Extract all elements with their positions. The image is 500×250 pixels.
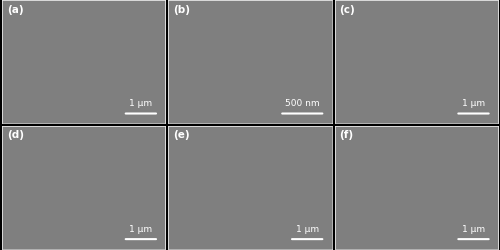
Text: (b): (b) (173, 5, 190, 15)
Text: 1 μm: 1 μm (462, 99, 485, 108)
Text: 500 nm: 500 nm (285, 99, 320, 108)
Text: 1 μm: 1 μm (130, 224, 152, 233)
Text: (a): (a) (7, 5, 24, 15)
Text: (f): (f) (340, 130, 353, 140)
Text: 1 μm: 1 μm (130, 99, 152, 108)
Text: (d): (d) (7, 130, 24, 140)
Text: (e): (e) (173, 130, 190, 140)
Text: 1 μm: 1 μm (462, 224, 485, 233)
Text: 1 μm: 1 μm (296, 224, 318, 233)
Text: (c): (c) (340, 5, 355, 15)
